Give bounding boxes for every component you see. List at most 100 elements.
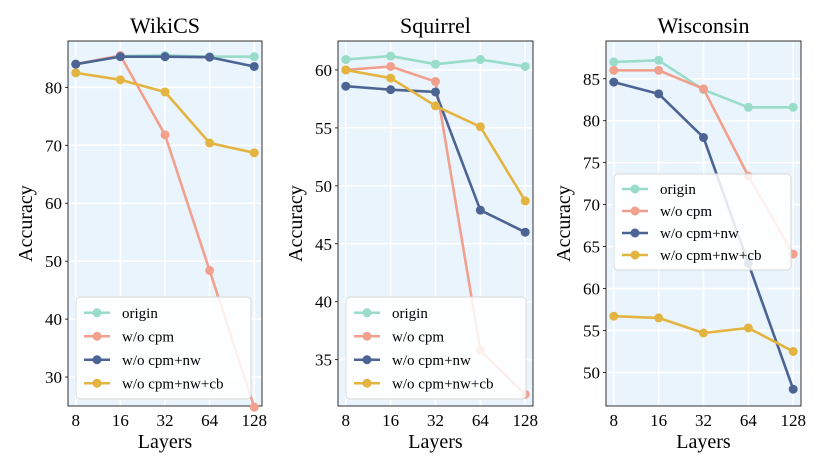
data-point-origin (520, 61, 530, 71)
data-point-wo-cpm (609, 65, 619, 75)
x-tick-label: 128 (241, 411, 267, 430)
y-tick-label: 80 (45, 78, 62, 97)
legend-label-wo-cpm-nw: w/o cpm+nw (122, 353, 201, 369)
data-point-wo-cpm-nw (205, 52, 215, 62)
y-tick-label: 75 (583, 154, 600, 173)
legend-label-origin: origin (122, 306, 158, 322)
legend (75, 296, 252, 400)
y-tick-label: 50 (45, 252, 62, 271)
y-tick-label: 50 (315, 177, 332, 196)
x-axis-label: Layers (408, 431, 463, 453)
data-point-wo-cpm (654, 65, 664, 75)
data-point-wo-cpm-nw (475, 205, 485, 215)
y-tick-label: 55 (315, 119, 332, 138)
x-tick-label: 64 (201, 411, 219, 430)
x-tick-label: 8 (610, 411, 619, 430)
data-point-wo-cpm-nw-cb (386, 73, 396, 83)
x-tick-label: 16 (382, 411, 399, 430)
data-point-wo-cpm-nw (160, 52, 170, 62)
x-tick-label: 32 (427, 411, 444, 430)
y-tick-label: 60 (315, 61, 332, 80)
data-point-wo-cpm-nw (654, 89, 664, 99)
data-point-origin (743, 102, 753, 112)
panel-wikics: 30 40 50 60 70 80 8 16 32 64 128 WikiCS Layers Accura… (15, 13, 267, 453)
y-tick-label: 60 (45, 194, 62, 213)
y-tick-label: 40 (315, 293, 332, 312)
y-tick-label: 85 (583, 70, 600, 89)
legend-label-wo-cpm-nw: w/o cpm+nw (660, 226, 739, 242)
y-axis-label: Accuracy (285, 185, 307, 262)
data-point-wo-cpm-nw-cb (205, 138, 215, 148)
legend-label-origin: origin (660, 182, 696, 198)
data-point-wo-cpm-nw (609, 77, 619, 87)
x-axis-label: Layers (138, 431, 193, 453)
legend-swatch-marker (362, 355, 372, 365)
data-point-origin (609, 57, 619, 67)
data-point-wo-cpm-nw (71, 59, 81, 69)
x-tick-label: 128 (780, 411, 806, 430)
legend (345, 296, 527, 400)
panel-squirrel: 35 40 45 50 55 60 8 16 32 64 128 Squirrel Layers Accu… (285, 13, 538, 453)
legend-label-wo-cpm-nw-cb: w/o cpm+nw+cb (660, 248, 761, 264)
x-tick-label: 16 (650, 411, 667, 430)
data-point-wo-cpm-nw (431, 87, 440, 97)
data-point-wo-cpm-nw (249, 61, 259, 71)
y-tick-label: 70 (45, 136, 62, 155)
data-point-origin (431, 59, 440, 69)
chart-title: WikiCS (130, 13, 200, 38)
legend-swatch-marker (92, 378, 102, 388)
legend-swatch-marker (630, 228, 640, 238)
data-point-origin (788, 102, 798, 112)
x-tick-label: 64 (472, 411, 490, 430)
y-tick-label: 30 (45, 368, 62, 387)
x-tick-label: 32 (695, 411, 712, 430)
data-point-wo-cpm-nw (788, 384, 798, 394)
data-point-wo-cpm-nw (115, 52, 125, 62)
data-point-origin (475, 55, 485, 65)
data-point-wo-cpm (431, 77, 440, 87)
data-point-wo-cpm-nw-cb (654, 313, 664, 323)
legend (613, 173, 792, 271)
data-point-origin (341, 55, 351, 65)
y-tick-label: 80 (583, 112, 600, 131)
data-point-wo-cpm-nw-cb (249, 148, 259, 158)
y-tick-label: 35 (315, 351, 332, 370)
x-tick-label: 8 (72, 411, 81, 430)
data-point-wo-cpm-nw (699, 132, 708, 142)
y-tick-label: 55 (583, 321, 600, 340)
chart-title: Squirrel (400, 13, 471, 38)
data-point-origin (249, 52, 259, 62)
legend-label-wo-cpm-nw-cb: w/o cpm+nw+cb (392, 376, 493, 392)
plot-frame (337, 40, 534, 407)
data-point-wo-cpm-nw (341, 81, 351, 91)
data-point-wo-cpm (386, 61, 396, 71)
data-point-wo-cpm-nw-cb (160, 87, 170, 97)
legend-swatch-marker (362, 331, 372, 341)
x-tick-label: 16 (112, 411, 129, 430)
data-point-origin (654, 55, 664, 65)
data-point-wo-cpm-nw-cb (341, 65, 351, 75)
data-point-wo-cpm-nw-cb (609, 311, 619, 321)
data-point-wo-cpm-nw-cb (115, 75, 125, 85)
y-axis-label: Accuracy (553, 185, 575, 262)
x-tick-label: 8 (342, 411, 351, 430)
legend-label-origin: origin (392, 306, 428, 322)
data-point-wo-cpm-nw-cb (743, 323, 753, 333)
legend-swatch-marker (92, 355, 102, 365)
legend-swatch-marker (630, 206, 640, 216)
legend-label-wo-cpm: w/o cpm (660, 204, 712, 220)
data-point-wo-cpm (205, 265, 215, 275)
data-point-origin (386, 51, 396, 61)
legend-label-wo-cpm: w/o cpm (392, 329, 444, 345)
data-point-wo-cpm-nw-cb (71, 68, 81, 78)
data-point-wo-cpm (249, 402, 259, 412)
y-tick-label: 40 (45, 310, 62, 329)
data-point-wo-cpm-nw-cb (520, 196, 530, 206)
data-point-wo-cpm-nw-cb (788, 346, 798, 356)
data-point-wo-cpm-nw-cb (431, 101, 440, 111)
chart-title: Wisconsin (658, 13, 750, 38)
legend-label-wo-cpm: w/o cpm (122, 329, 174, 345)
legend-swatch-marker (362, 378, 372, 388)
legend-swatch-marker (362, 308, 372, 318)
y-tick-label: 65 (583, 238, 600, 257)
